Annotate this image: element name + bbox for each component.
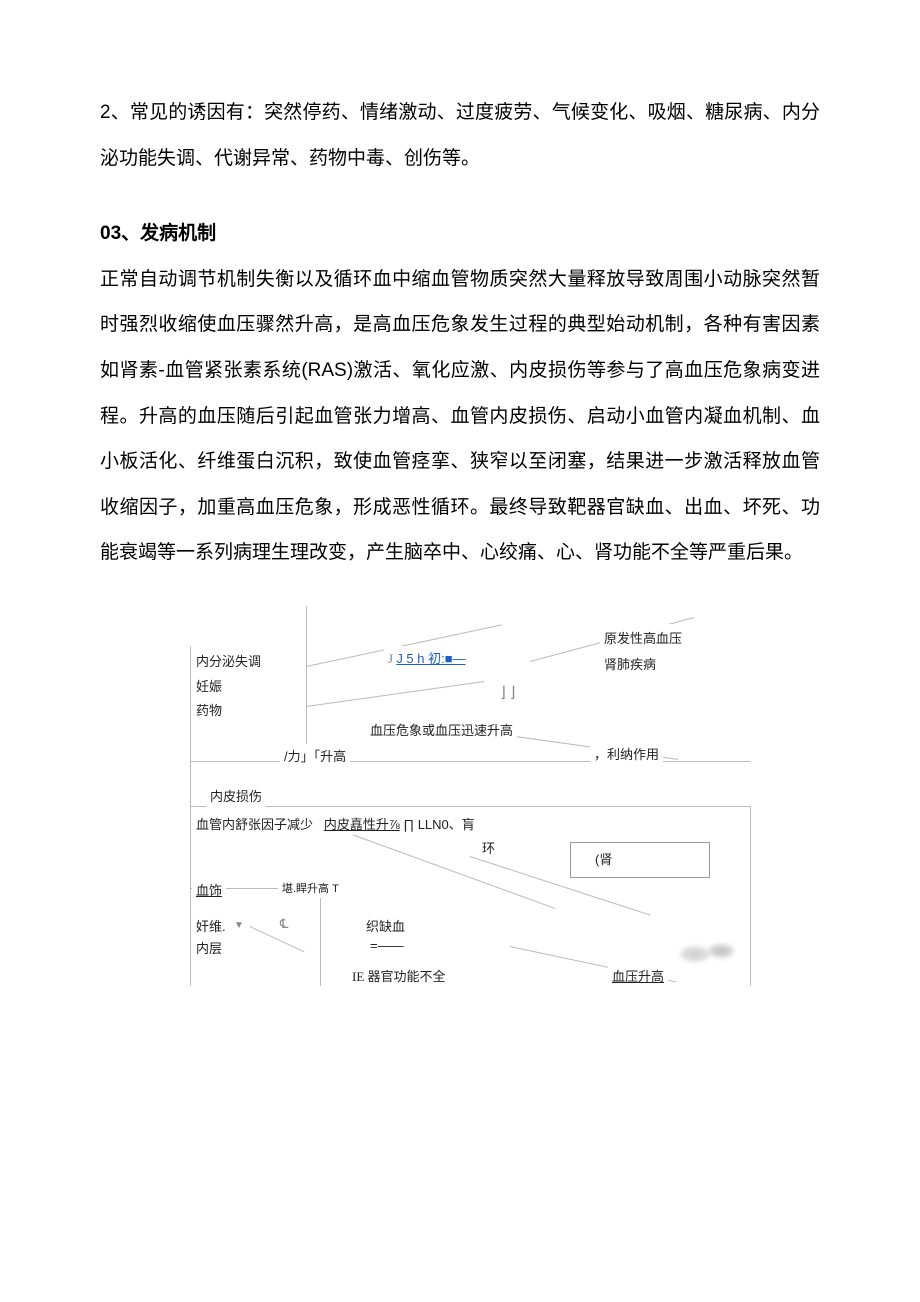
diagram-organ-dysfunction: IE IE 器官功能不全器官功能不全 — [348, 964, 450, 987]
diagram-text: 环 — [478, 836, 499, 859]
diagram-text: J 5 h 初:■— — [396, 651, 465, 666]
diagram-kidney-box: (肾 — [570, 842, 710, 878]
diagram-text: 原发性高血压 — [604, 626, 736, 652]
diagram-text: 血管内舒张因子减少 内皮嚞性升⅞ ∏ LLN0、肓 — [192, 812, 479, 835]
diagram-text: 内皮嚞性升⅞ — [324, 817, 400, 832]
diagram-text: LLN0、肓 — [418, 817, 475, 832]
arrow-down-icon: ▼ — [230, 918, 248, 933]
diagram-center-crisis: 血压危象或血压迅速升高 — [366, 718, 517, 741]
diagram-text: 血饰 — [192, 878, 226, 901]
blob-icon — [708, 944, 734, 958]
diagram-bp-rise: 血压升高 — [608, 964, 668, 987]
diagram-text: 妊娠 — [196, 675, 300, 700]
diagram-text: 肾肺疾病 — [604, 652, 736, 678]
diagram-text: ，利纳作用 — [590, 742, 663, 765]
mechanism-diagram: 内分泌失调 妊娠 药物 J J 5 h 初:■— ⌋ ⌋ 原发性高血压 肾肺疾病… — [170, 606, 750, 986]
diagram-text: 内层 — [192, 936, 226, 959]
diagram-text: 堪.睅升高 T — [278, 878, 343, 898]
diagram-text: 奸维. — [192, 914, 230, 937]
diagram-text: 内分泌失调 — [196, 650, 300, 675]
diagram-fragment: J J 5 h 初:■— — [384, 646, 470, 669]
diagram-text: 药物 — [196, 699, 300, 724]
diagram-right-causes: 原发性高血压 肾肺疾病 — [600, 624, 740, 680]
diagram-glyph: ⌋ ⌋ — [496, 681, 519, 704]
diagram-endothelial-title: 内皮损伤 — [206, 784, 266, 807]
section-heading-mechanism: 03、发病机制 — [100, 211, 820, 257]
diagram-text: 织缺血 — [362, 914, 409, 937]
blob-icon — [680, 946, 710, 962]
diagram-left-triggers: 内分泌失调 妊娠 药物 — [192, 648, 304, 726]
diagram-text: 血管内舒张因子减少 — [196, 817, 313, 832]
diagram-glyph: ℄ — [276, 914, 292, 934]
diagram-text: =—— — [366, 936, 408, 955]
diagram-fragment: /力」「升高 — [280, 744, 350, 767]
paragraph-mechanism: 正常自动调节机制失衡以及循环血中缩血管物质突然大量释放导致周围小动脉突然暂时强烈… — [100, 257, 820, 576]
paragraph-causes: 2、常见的诱因有：突然停药、情绪激动、过度疲劳、气候变化、吸烟、糖尿病、内分泌功… — [100, 90, 820, 181]
